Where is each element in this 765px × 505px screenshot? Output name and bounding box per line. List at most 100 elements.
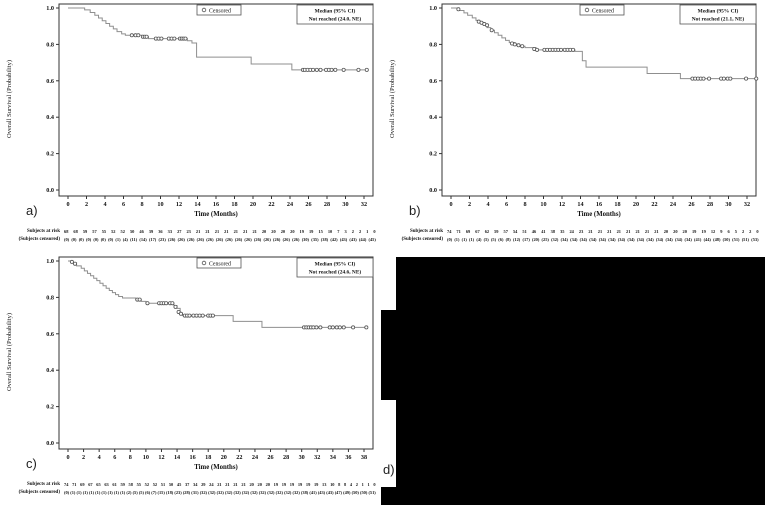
risk-count: (32) (233, 490, 241, 495)
at-risk-row: 74 71 69 67 65 63 61 59 58 55 52 52 51 50 45 37 34 29 24 21… (64, 481, 376, 489)
risk-count: 19 (299, 229, 304, 234)
risk-count: (26) (253, 237, 262, 242)
at-risk-row: 74 71 69 67 62 59 57 54 51 46 41 38 35 24 23 21 21 21 21 21… (447, 228, 759, 236)
censored-label: (Subjects censored) (18, 490, 60, 495)
panel-a-letter: a) (26, 203, 38, 218)
risk-count: (38) (320, 237, 329, 242)
legend-label: Censored (209, 8, 231, 14)
risk-count: 6 (727, 229, 730, 234)
risk-count: (23) (174, 490, 182, 495)
risk-count: (28) (182, 490, 191, 495)
svg-text:22: 22 (236, 454, 242, 461)
risk-count: 19 (305, 482, 311, 487)
risk-count: 8 (344, 482, 347, 487)
svg-text:28: 28 (324, 201, 330, 208)
axes: 0.00.20.40.60.81.00 2 4 6 8 10 12 14 16 18 20 22 24 2… (46, 3, 374, 208)
risk-count: (34) (646, 237, 654, 242)
svg-text:4: 4 (486, 201, 489, 208)
panel-b: 0.0 0.2 0.4 0.6 0.8 1.0 0 2 4 6 8 10 12 14 16 18 20 22 24 2… (383, 0, 765, 252)
risk-count: 0 (373, 482, 376, 487)
censored-label: (Subjects censored) (18, 237, 60, 242)
risk-count: 21 (241, 482, 246, 487)
risk-count: (32) (258, 490, 267, 495)
svg-text:10: 10 (143, 454, 149, 461)
risk-count: 21 (233, 229, 238, 234)
risk-count: 21 (644, 229, 650, 234)
censor-marks (69, 259, 369, 330)
risk-count: 21 (635, 229, 640, 234)
median-title: Median (95% CI) (315, 7, 356, 14)
censored-row: (0) (1) (1) (1) (1) (1) (1) (1) (1) (1) (2) (5) (5)(… (64, 489, 376, 497)
risk-count: (26) (225, 237, 233, 242)
risk-count: 20 (280, 229, 286, 234)
svg-text:6: 6 (113, 454, 116, 461)
svg-text:0.8: 0.8 (46, 41, 54, 48)
risk-count: (43) (339, 237, 348, 242)
risk-count: (0) (64, 490, 70, 495)
risk-count: (25) (541, 237, 549, 242)
risk-count: (7) (151, 490, 157, 495)
risk-count: (50) (360, 490, 368, 495)
risk-count: 29 (201, 482, 206, 487)
risk-count: (1) (454, 237, 460, 242)
risk-count: (5) (483, 237, 489, 242)
risk-count: 21 (252, 229, 257, 234)
km-plot-b: 0.00.20.40.60.81.00 2 4 6 8 10 12 14 16 18 20 22 24 2… (389, 3, 759, 218)
risk-count: 19 (289, 482, 295, 487)
median-title: Median (95% CI) (698, 7, 739, 14)
risk-count: (12) (512, 237, 521, 242)
risk-count: (1) (120, 490, 126, 495)
svg-text:30: 30 (725, 201, 731, 208)
svg-text:0.6: 0.6 (46, 331, 54, 338)
svg-text:2: 2 (468, 201, 471, 208)
risk-count: 39 (148, 229, 154, 234)
risk-count: (1) (113, 490, 119, 495)
risk-count: (34) (560, 237, 568, 242)
risk-count: (43) (349, 237, 357, 242)
risk-count: 20 (673, 229, 678, 234)
risk-count: (23) (158, 237, 166, 242)
risk-count: 21 (205, 229, 210, 234)
risk-count: (4) (122, 237, 128, 242)
median-box: Median (95% CI)Not reached (24.0, NE) (296, 4, 374, 25)
risk-count: 21 (195, 229, 201, 234)
svg-text:18: 18 (205, 454, 211, 461)
risk-count: (45) (368, 237, 376, 242)
risk-count: (34) (570, 237, 578, 242)
risk-count: (1) (95, 490, 101, 495)
legend: Censored (196, 4, 242, 16)
risk-count: 2 (741, 229, 745, 234)
risk-count: (1) (88, 490, 95, 495)
risk-count: (34) (589, 237, 597, 242)
risk-count: 1 (367, 482, 370, 487)
svg-text:0.2: 0.2 (46, 404, 54, 411)
risk-count: 38 (550, 229, 556, 234)
risk-count: 20 (290, 229, 295, 234)
risk-count: 0 (373, 229, 376, 234)
risk-count: (26) (273, 237, 281, 242)
risk-count: 52 (144, 482, 150, 487)
risk-count: (50) (722, 237, 730, 242)
risk-count: (42) (330, 237, 338, 242)
censored-label: (Subjects censored) (401, 237, 443, 242)
risk-count: 33 (167, 229, 173, 234)
svg-text:0.2: 0.2 (429, 151, 437, 158)
risk-count: (6) (145, 490, 151, 495)
risk-count: 62 (484, 229, 490, 234)
risk-count: 21 (214, 229, 220, 234)
risk-count: 5 (734, 229, 737, 234)
svg-text:18: 18 (614, 201, 620, 208)
risk-count: (17) (148, 237, 157, 242)
risk-count: 51 (160, 482, 166, 487)
risk-count: (34) (608, 237, 616, 242)
svg-text:14: 14 (194, 201, 200, 208)
risk-count: (31) (191, 490, 199, 495)
risk-count: (26) (234, 237, 243, 242)
svg-text:0.6: 0.6 (429, 78, 437, 85)
risk-count: (30) (301, 237, 310, 242)
risk-count: (26) (196, 237, 204, 242)
risk-count: 20 (261, 229, 267, 234)
risk-count: 13 (322, 482, 327, 487)
svg-text:6: 6 (122, 201, 125, 208)
risk-count: (1) (76, 490, 82, 495)
